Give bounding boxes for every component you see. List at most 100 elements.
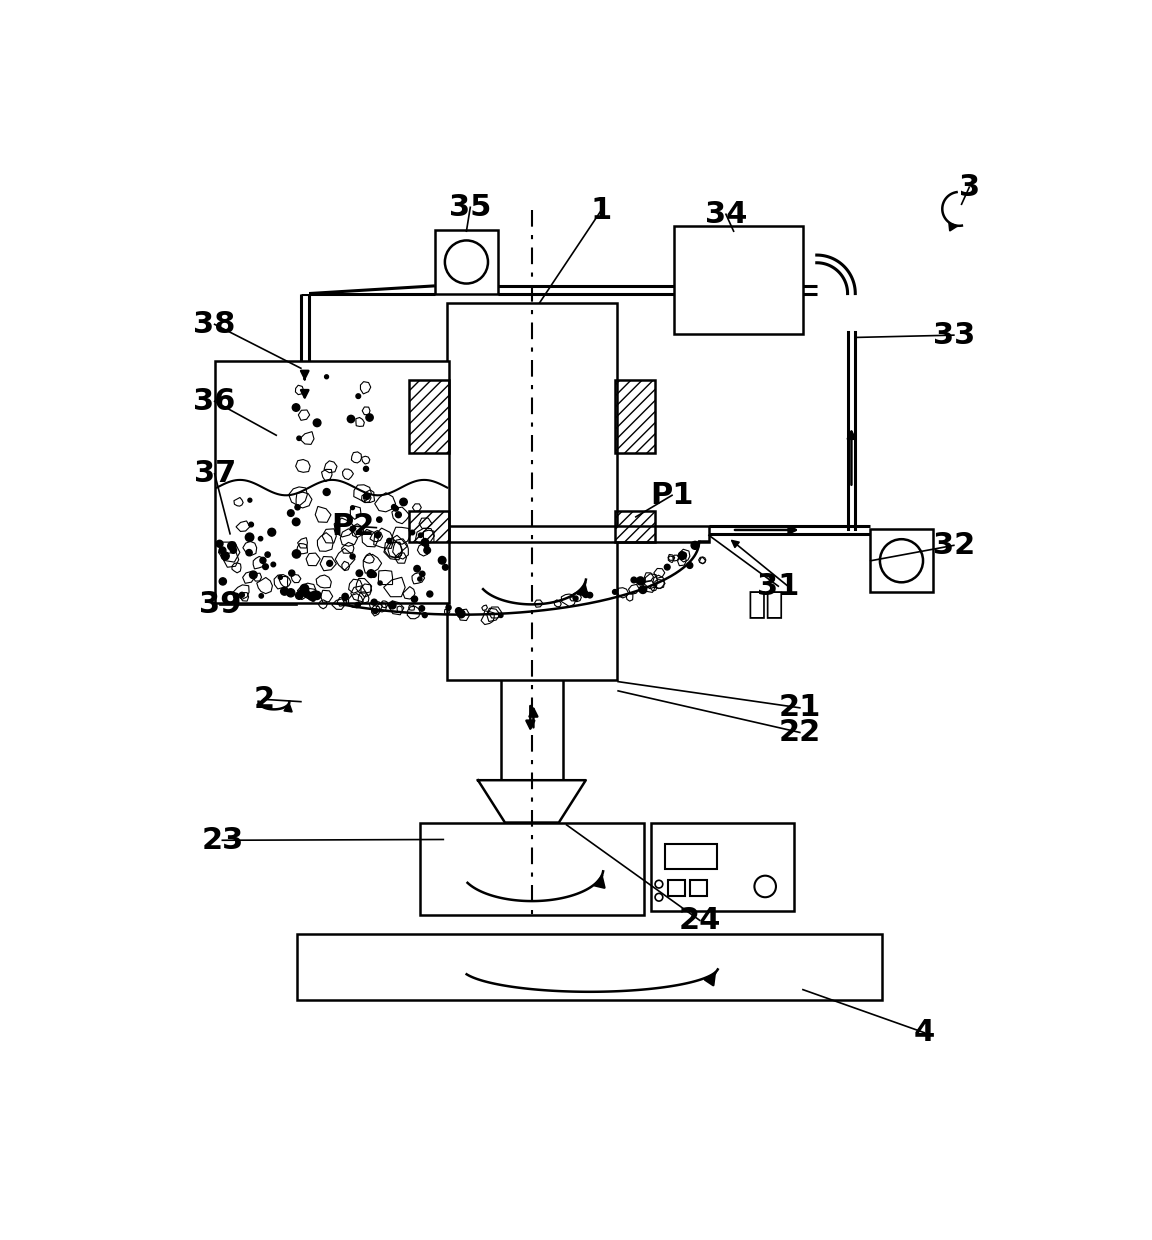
Circle shape <box>442 564 448 570</box>
Circle shape <box>427 591 433 596</box>
Text: 32: 32 <box>933 531 975 559</box>
Circle shape <box>639 585 646 594</box>
Circle shape <box>364 494 370 500</box>
Circle shape <box>499 613 503 618</box>
Circle shape <box>240 593 244 598</box>
Circle shape <box>377 517 382 522</box>
Circle shape <box>636 577 644 585</box>
Circle shape <box>411 596 417 603</box>
Circle shape <box>287 589 295 596</box>
Circle shape <box>419 572 425 577</box>
Text: 22: 22 <box>779 718 821 746</box>
Bar <box>214 361 449 603</box>
Circle shape <box>245 533 253 542</box>
Bar <box>217 526 708 542</box>
Circle shape <box>355 603 361 608</box>
Bar <box>870 529 933 593</box>
Circle shape <box>313 419 321 427</box>
Circle shape <box>356 394 361 398</box>
Circle shape <box>250 572 257 579</box>
Circle shape <box>311 596 316 601</box>
Text: 33: 33 <box>933 321 975 350</box>
Circle shape <box>414 565 420 572</box>
Circle shape <box>350 526 355 532</box>
Circle shape <box>260 557 266 563</box>
Circle shape <box>279 575 282 579</box>
Circle shape <box>296 591 303 599</box>
Bar <box>674 226 803 334</box>
Circle shape <box>247 549 252 556</box>
Text: P2: P2 <box>332 512 374 541</box>
Bar <box>447 303 616 680</box>
Circle shape <box>439 557 446 564</box>
Circle shape <box>374 532 380 538</box>
Circle shape <box>457 610 465 618</box>
Circle shape <box>301 584 309 593</box>
Bar <box>409 379 449 453</box>
Bar <box>301 286 309 294</box>
Circle shape <box>234 593 238 599</box>
Text: 2: 2 <box>253 684 274 714</box>
Circle shape <box>302 589 310 596</box>
Circle shape <box>424 543 429 548</box>
Circle shape <box>263 564 268 569</box>
Text: P1: P1 <box>650 481 694 510</box>
Text: 36: 36 <box>194 387 236 415</box>
Circle shape <box>419 605 425 611</box>
Circle shape <box>371 599 377 605</box>
Circle shape <box>613 589 617 594</box>
Circle shape <box>588 593 592 598</box>
Circle shape <box>583 591 589 598</box>
Circle shape <box>424 547 431 553</box>
Circle shape <box>230 547 236 553</box>
Circle shape <box>325 374 328 378</box>
Circle shape <box>300 589 304 594</box>
Circle shape <box>324 489 331 496</box>
Circle shape <box>293 404 300 412</box>
Circle shape <box>574 596 578 600</box>
Circle shape <box>393 506 399 511</box>
Circle shape <box>347 415 355 423</box>
Bar <box>615 379 655 453</box>
Circle shape <box>343 596 347 601</box>
Circle shape <box>691 542 699 549</box>
Bar <box>651 822 794 911</box>
Bar <box>434 231 498 294</box>
Circle shape <box>350 554 355 559</box>
Bar <box>409 511 449 542</box>
Bar <box>420 822 644 915</box>
Circle shape <box>265 552 271 557</box>
Bar <box>665 844 718 869</box>
Circle shape <box>418 533 423 537</box>
Bar <box>690 880 706 895</box>
Circle shape <box>455 608 462 614</box>
Circle shape <box>364 466 369 471</box>
Text: 吸出: 吸出 <box>748 590 785 619</box>
Circle shape <box>308 593 316 600</box>
Text: 37: 37 <box>194 459 236 489</box>
Circle shape <box>388 601 396 609</box>
Circle shape <box>350 506 355 510</box>
Circle shape <box>342 594 348 600</box>
Circle shape <box>259 594 264 598</box>
Circle shape <box>312 591 318 596</box>
Text: 24: 24 <box>679 906 721 935</box>
Circle shape <box>679 552 687 559</box>
Circle shape <box>287 591 291 596</box>
Text: 21: 21 <box>779 693 821 723</box>
Circle shape <box>293 518 300 526</box>
Circle shape <box>221 552 229 560</box>
Circle shape <box>268 528 275 536</box>
Circle shape <box>248 498 252 502</box>
Circle shape <box>219 547 226 554</box>
Circle shape <box>367 569 374 578</box>
Circle shape <box>378 582 382 585</box>
Circle shape <box>687 563 692 568</box>
Circle shape <box>327 560 333 567</box>
Text: 38: 38 <box>194 310 236 339</box>
Text: 3: 3 <box>958 172 980 202</box>
Circle shape <box>228 542 236 551</box>
Circle shape <box>373 609 378 614</box>
Text: 34: 34 <box>705 200 748 228</box>
Text: 23: 23 <box>202 826 243 854</box>
